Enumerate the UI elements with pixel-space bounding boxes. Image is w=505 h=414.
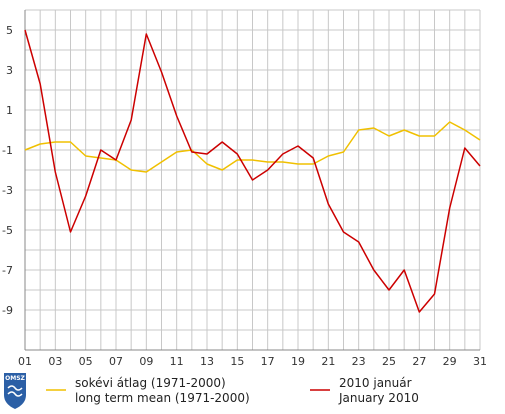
y-tick-label: 3 xyxy=(6,64,13,77)
legend-label-mean-hu: sokévi átlag (1971-2000) xyxy=(75,376,226,390)
x-tick-label: 05 xyxy=(79,355,93,368)
legend-item-january-2010: 2010 január January 2010 xyxy=(310,376,419,405)
x-tick-label: 23 xyxy=(352,355,366,368)
x-tick-label: 11 xyxy=(170,355,184,368)
tick-labels: 531-1-3-5-7-901 03 05 07 09 11 13 15 17 19 21 23 25 2… xyxy=(2,24,487,368)
logo-text: OMSZ xyxy=(5,375,25,382)
legend-label-mean-en: long term mean (1971-2000) xyxy=(75,391,250,405)
axes xyxy=(24,10,480,351)
series-line-january-2010 xyxy=(24,29,481,313)
legend-label-2010-hu: 2010 január xyxy=(339,376,412,390)
x-tick-label: 17 xyxy=(261,355,275,368)
y-tick-label: -7 xyxy=(2,264,13,277)
legend: sokévi átlag (1971-2000) long term mean … xyxy=(46,376,419,405)
x-tick-label: 03 xyxy=(48,355,62,368)
y-tick-label: -1 xyxy=(2,144,13,157)
y-tick-label: -9 xyxy=(2,304,13,317)
series-lines xyxy=(24,29,481,313)
x-tick-label: 15 xyxy=(230,355,244,368)
x-tick-label: 09 xyxy=(139,355,153,368)
x-tick-label: 25 xyxy=(382,355,396,368)
legend-item-long-term-mean: sokévi átlag (1971-2000) long term mean … xyxy=(46,376,250,405)
y-tick-label: -3 xyxy=(2,184,13,197)
x-tick-label: 29 xyxy=(443,355,457,368)
x-tick-label: 31 xyxy=(473,355,487,368)
x-tick-label: 07 xyxy=(109,355,123,368)
omsz-logo: OMSZ xyxy=(4,373,26,409)
y-tick-label: -5 xyxy=(2,224,13,237)
grid-lines xyxy=(24,9,481,351)
x-tick-label: 19 xyxy=(291,355,305,368)
x-tick-label: 01 xyxy=(18,355,32,368)
x-tick-label: 21 xyxy=(321,355,335,368)
x-tick-label: 27 xyxy=(412,355,426,368)
series-line-long-term-mean xyxy=(24,121,481,173)
legend-label-2010-en: January 2010 xyxy=(338,391,419,405)
y-tick-label: 5 xyxy=(6,24,13,37)
y-tick-label: 1 xyxy=(6,104,13,117)
x-tick-label: 13 xyxy=(200,355,214,368)
